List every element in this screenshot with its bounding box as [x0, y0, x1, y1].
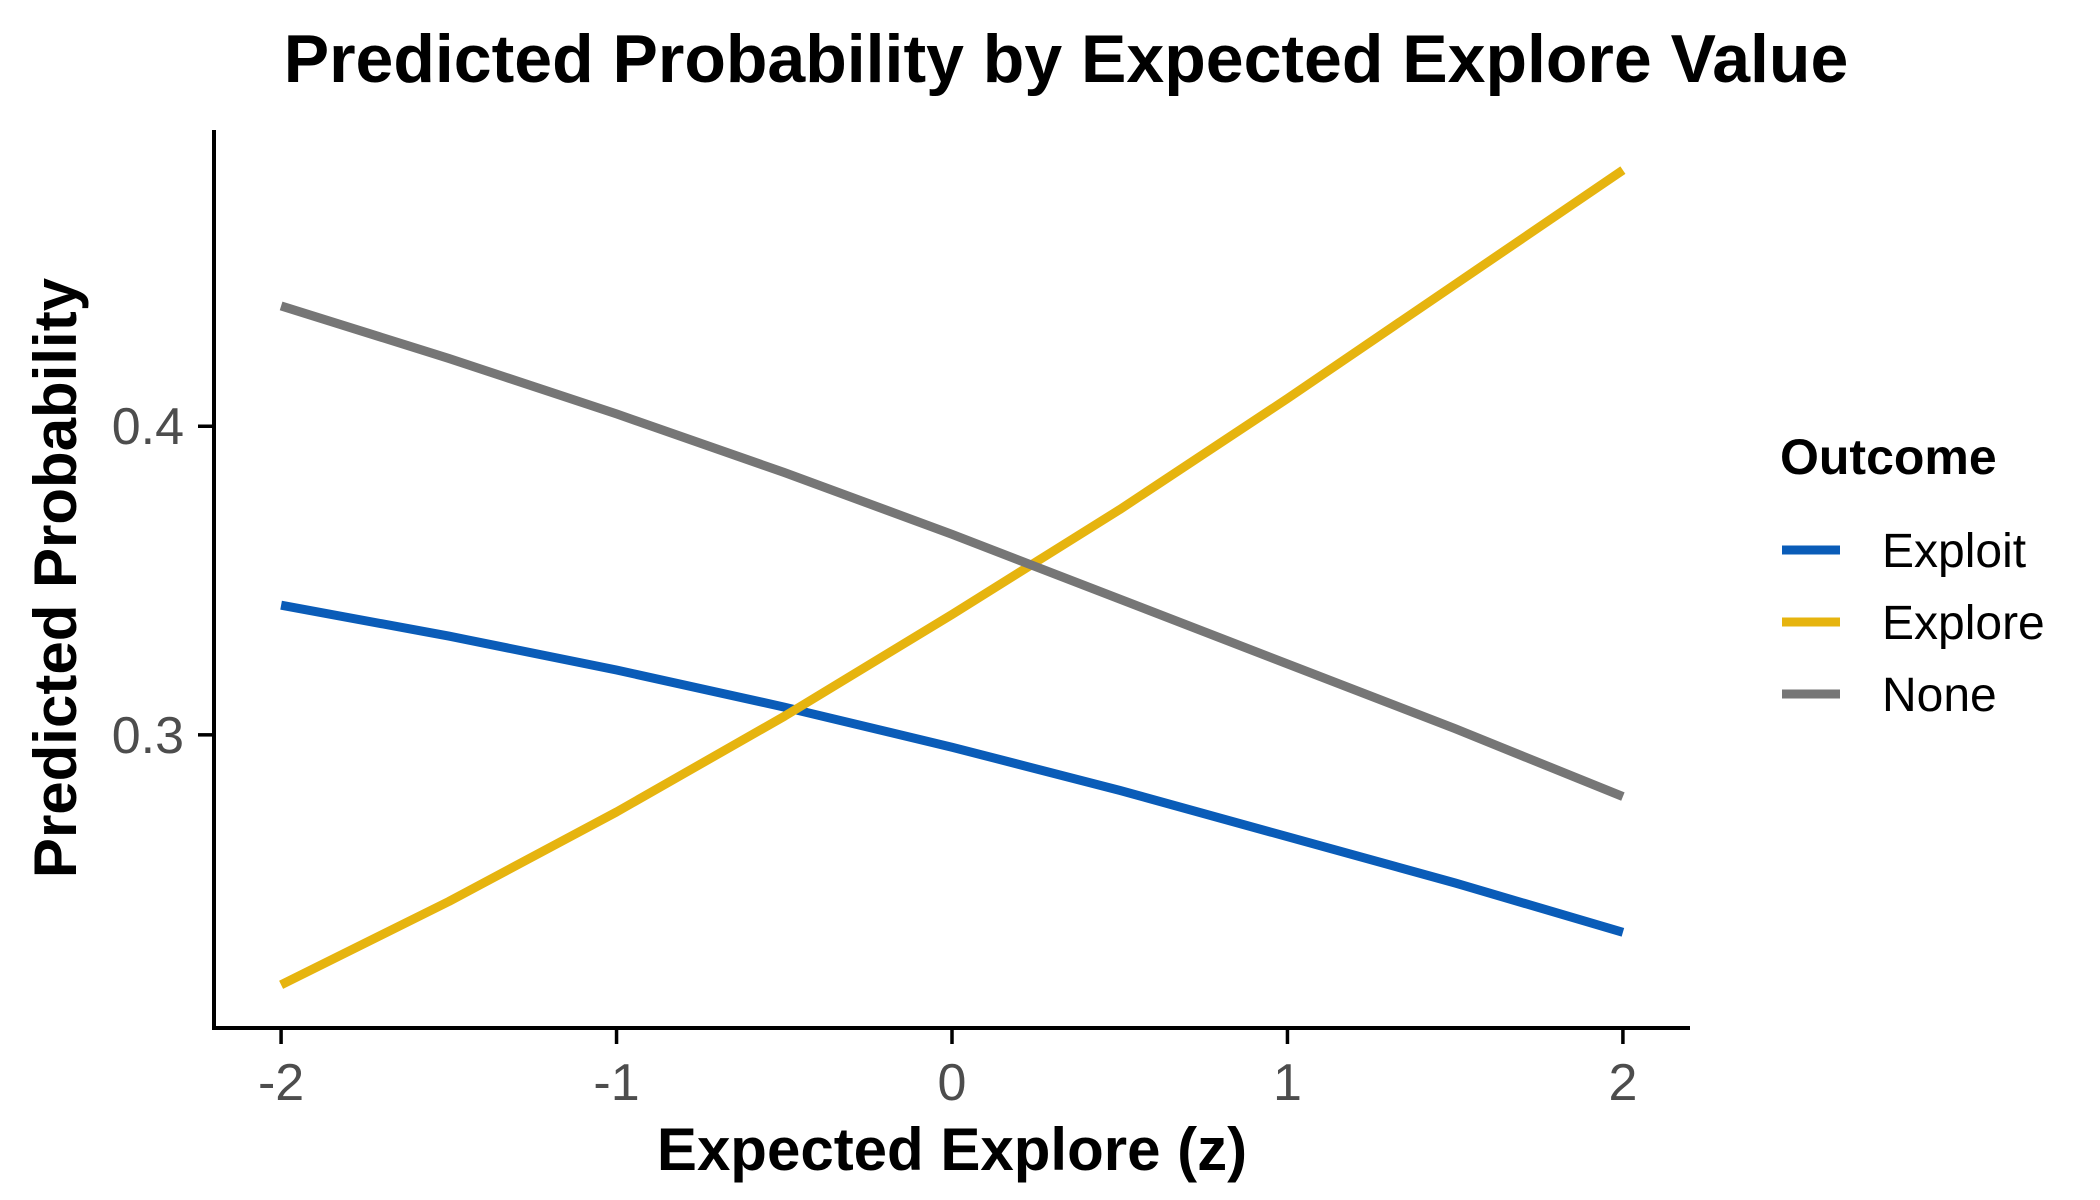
series-line-explore	[279, 166, 1626, 989]
series-line-exploit	[280, 600, 1625, 937]
legend-label-exploit: Exploit	[1882, 525, 2026, 578]
y-tick-label: 0.4	[112, 398, 184, 456]
series-line-none	[279, 301, 1625, 801]
x-tick-label: 1	[1273, 1054, 1302, 1112]
x-tick-label: 2	[1608, 1054, 1637, 1112]
x-axis-title: Expected Explore (z)	[657, 1116, 1247, 1183]
x-tick-label: -2	[258, 1054, 304, 1112]
plot-area	[279, 166, 1626, 989]
x-tick-label: -1	[593, 1054, 639, 1112]
legend-label-none: None	[1882, 669, 1997, 722]
y-axis-title: Predicted Probability	[22, 277, 89, 878]
chart-title: Predicted Probability by Expected Explor…	[284, 21, 1849, 97]
legend-label-explore: Explore	[1882, 597, 2045, 650]
x-tick-label: 0	[938, 1054, 967, 1112]
y-tick-label: 0.3	[112, 707, 184, 765]
legend: Outcome Exploit Explore None	[1780, 429, 2045, 722]
legend-title: Outcome	[1780, 429, 1997, 485]
y-axis-ticks: 0.3 0.4	[112, 398, 214, 765]
x-axis-ticks: -2 -1 0 1 2	[258, 1028, 1637, 1112]
